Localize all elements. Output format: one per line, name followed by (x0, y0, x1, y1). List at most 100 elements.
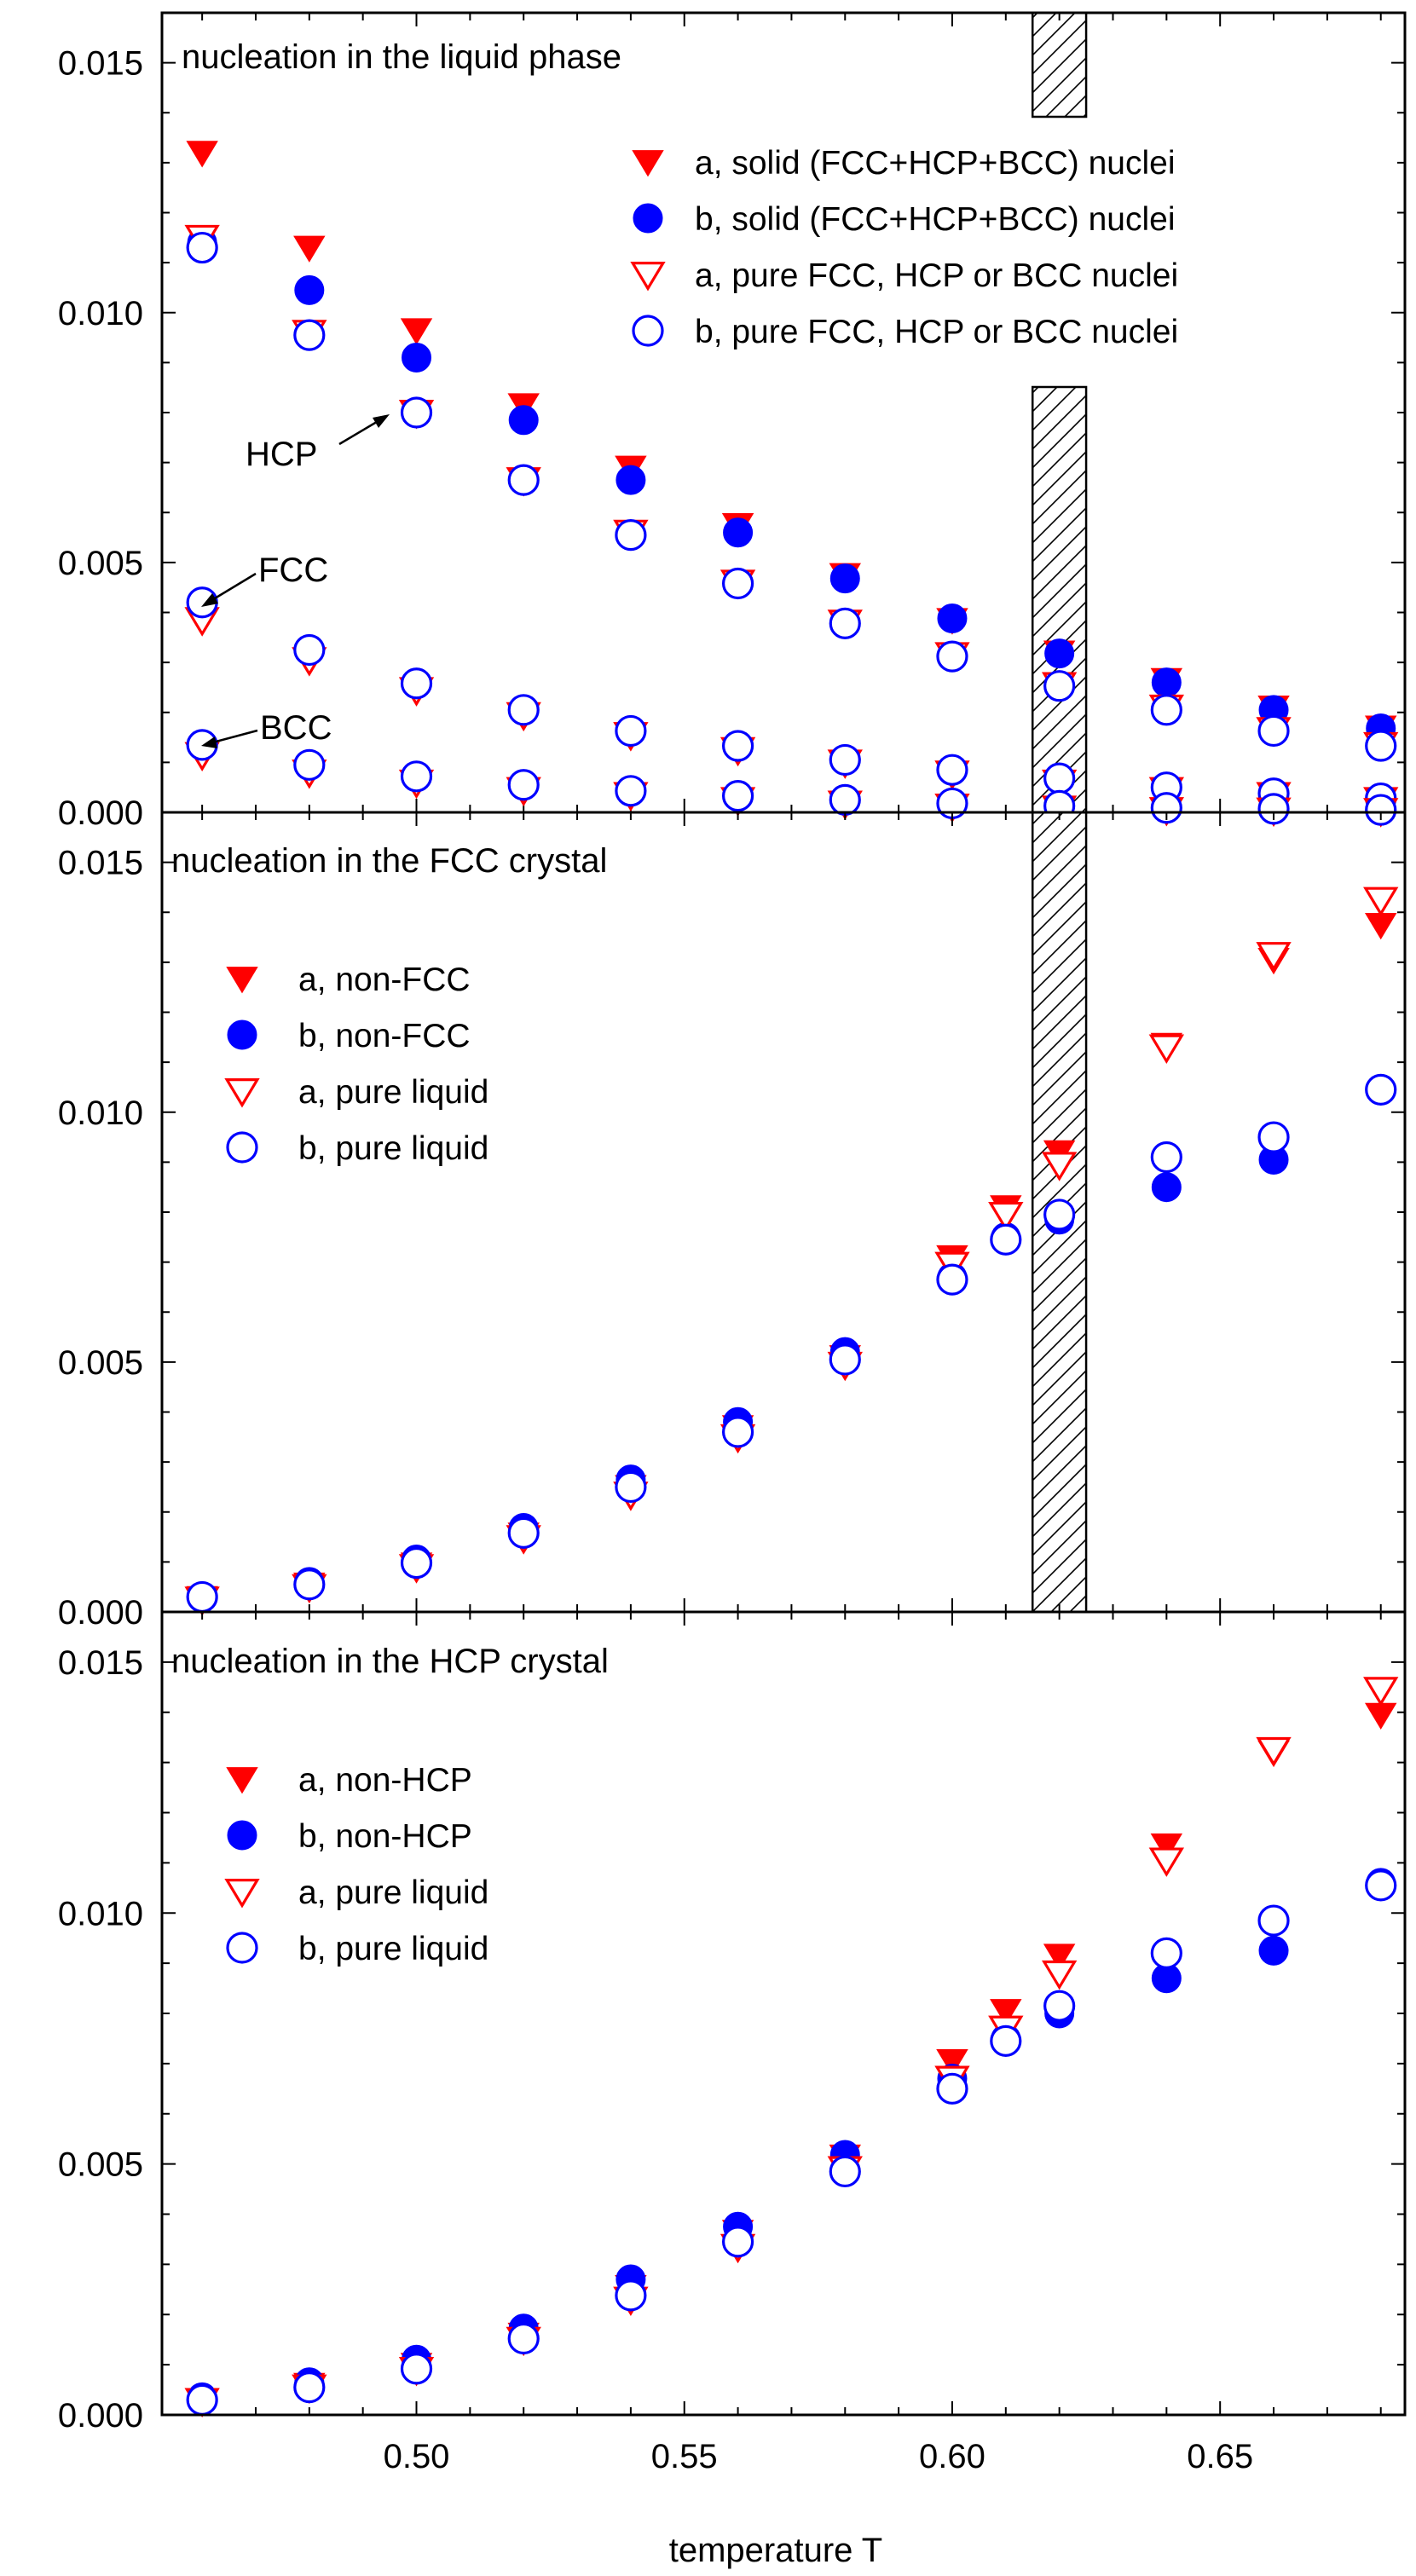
data-point (186, 2383, 218, 2416)
annotation-bcc: BCC (201, 709, 332, 748)
legend-item: a, solid (FCC+HCP+BCC) nuclei (632, 145, 1176, 182)
data-point (400, 760, 433, 793)
legend-item: a, pure liquid (224, 1074, 488, 1111)
data-point (400, 2353, 433, 2385)
data-point (1363, 1677, 1399, 1707)
data-point (829, 607, 861, 639)
plot-frame (160, 1610, 1407, 2417)
data-point (507, 464, 540, 496)
y-tick-label: 0.005 (58, 2146, 143, 2184)
data-point (1148, 1034, 1185, 1065)
data-point (1150, 694, 1182, 726)
data-point (400, 396, 433, 429)
legend-item: b, non-HCP (227, 1818, 472, 1855)
annotation-fcc-label: FCC (258, 552, 328, 589)
data-point (829, 563, 860, 594)
data-point (1257, 793, 1290, 825)
data-point (937, 604, 968, 634)
data-point (507, 2322, 540, 2355)
data-point (615, 519, 647, 552)
legend-marker (226, 967, 258, 994)
data-point (1041, 1152, 1078, 1181)
data-point (1365, 730, 1397, 762)
legend-marker (227, 1820, 257, 1851)
legend-item: a, non-HCP (226, 1762, 472, 1799)
legend-marker (633, 203, 663, 234)
panel-title-fcc: nucleation in the FCC crystal (171, 842, 607, 880)
data-point (186, 729, 218, 761)
data-point (1365, 1073, 1397, 1106)
legend-label: a, pure FCC, HCP or BCC nuclei (695, 257, 1178, 294)
x-tick-label: 0.55 (651, 2438, 718, 2475)
data-point (507, 769, 540, 801)
data-point (1258, 1935, 1289, 1966)
legend-label: b, pure liquid (298, 1931, 488, 1967)
legend-item: a, pure liquid (224, 1874, 488, 1911)
y-tick-label: 0.015 (58, 45, 143, 83)
data-point (1257, 1904, 1290, 1937)
legend-marker (224, 1879, 260, 1909)
data-point (1043, 1944, 1076, 1971)
data-point (1363, 887, 1399, 917)
legend-label: a, pure liquid (298, 1074, 488, 1111)
y-tick-label: 0.000 (58, 794, 143, 832)
legend-label: b, non-FCC (298, 1018, 471, 1054)
data-point (508, 405, 539, 436)
shaded-band (1031, 385, 1088, 814)
data-point (294, 274, 325, 305)
x-axis-title: temperature T (669, 2532, 883, 2569)
data-point (615, 775, 647, 807)
data-point (829, 1343, 861, 1376)
x-axis-tick-labels: 0.50 0.55 0.60 0.65 (384, 2438, 1254, 2475)
data-point (1043, 1198, 1076, 1231)
data-point (186, 141, 218, 168)
data-point (1043, 1990, 1076, 2022)
data-point (721, 730, 754, 762)
data-point (293, 1568, 326, 1601)
data-point (400, 1546, 433, 1580)
data-point (1364, 913, 1397, 940)
legend-item: b, pure liquid (226, 1931, 488, 1967)
data-point (1043, 762, 1076, 794)
legend-label: b, solid (FCC+HCP+BCC) nuclei (695, 201, 1176, 238)
data-point (1041, 1960, 1078, 1990)
data-point (402, 343, 432, 373)
panel-title-hcp: nucleation in the HCP crystal (171, 1643, 609, 1680)
data-point (1256, 942, 1292, 972)
y-tick-label: 0.010 (58, 1895, 143, 1932)
data-point (936, 2072, 968, 2105)
data-point (1151, 667, 1182, 698)
data-point (1150, 1833, 1183, 1861)
data-point (400, 318, 433, 345)
data-point (723, 517, 754, 548)
data-point (616, 465, 646, 495)
data-point (721, 567, 754, 600)
legend-label: a, non-HCP (298, 1762, 472, 1799)
legend-label: b, pure liquid (298, 1130, 488, 1167)
legend-label: a, solid (FCC+HCP+BCC) nuclei (695, 145, 1176, 182)
data-point (1256, 1736, 1292, 1767)
data-point (990, 2024, 1022, 2057)
data-point (1257, 714, 1290, 748)
data-point (1150, 1141, 1182, 1174)
legend-item: a, pure FCC, HCP or BCC nuclei (630, 257, 1178, 294)
panel-fcc-crystal: nucleation in the FCC crystal a, non-FCC… (160, 811, 1407, 1616)
y-tick-label: 0.010 (58, 295, 143, 332)
data-point (1364, 1702, 1397, 1730)
data-point (293, 748, 326, 781)
annotation-bcc-label: BCC (260, 709, 332, 747)
legend-marker (224, 1078, 260, 1108)
data-point (990, 1999, 1022, 2026)
panel-liquid-phase: nucleation in the liquid phase a, solid … (160, 11, 1407, 828)
data-point (936, 1263, 968, 1296)
annotation-hcp: HCP (246, 414, 390, 473)
data-point (936, 2049, 968, 2076)
data-point (293, 235, 326, 263)
data-point (615, 714, 647, 748)
legend-item: b, non-FCC (227, 1018, 471, 1054)
legend-marker (226, 1767, 258, 1794)
legend-item: b, solid (FCC+HCP+BCC) nuclei (633, 201, 1176, 238)
panel-title-liquid: nucleation in the liquid phase (182, 38, 621, 76)
data-point (988, 1201, 1024, 1232)
